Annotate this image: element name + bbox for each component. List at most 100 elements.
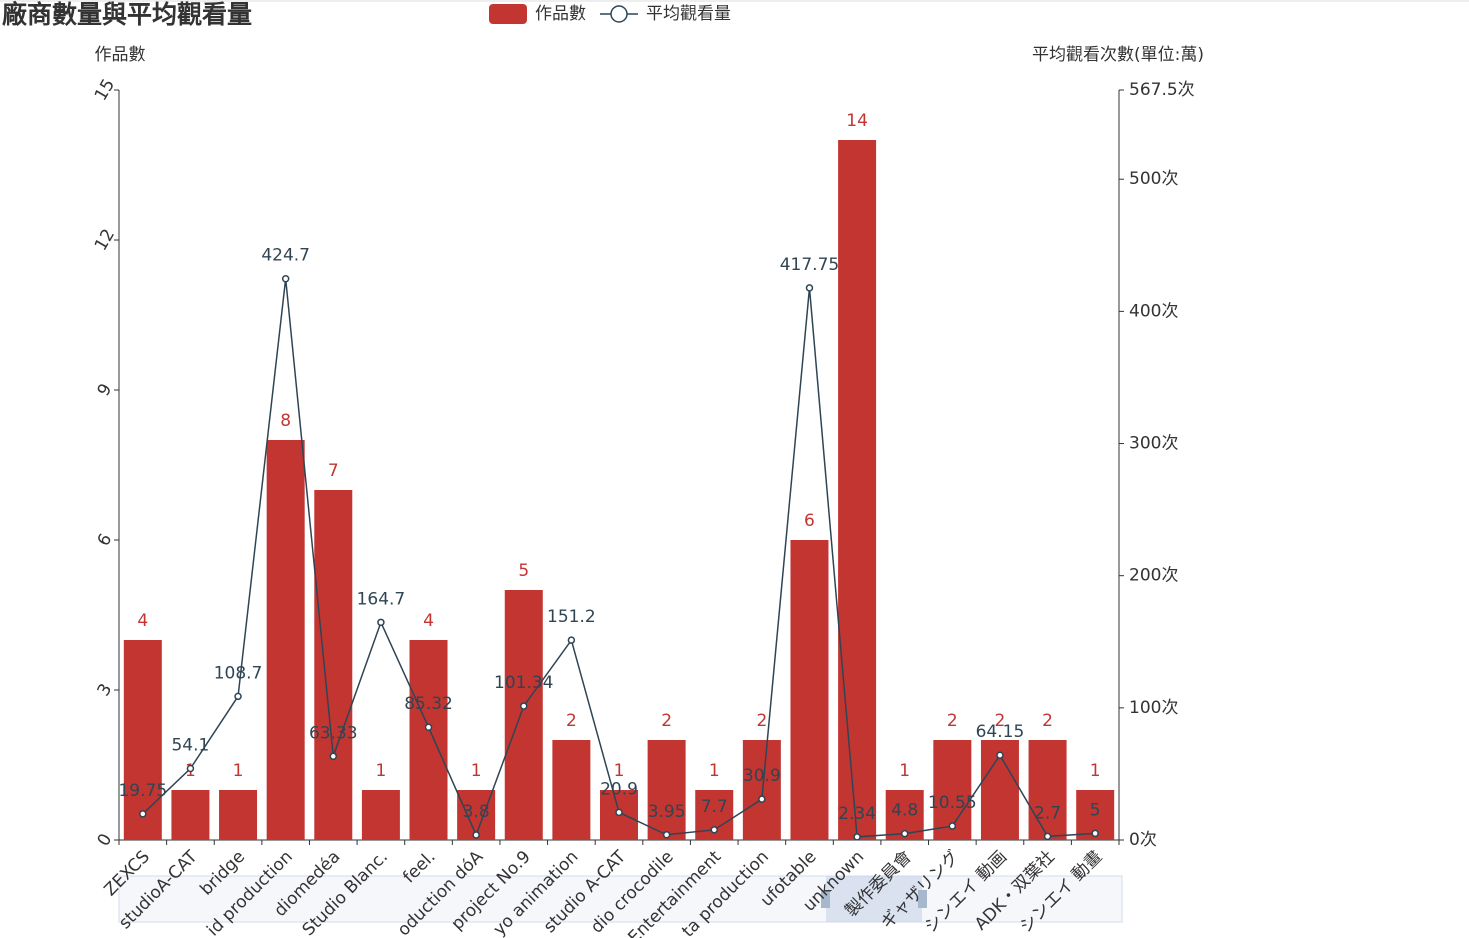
data-zoom[interactable] <box>118 875 1123 923</box>
line-point <box>948 822 957 830</box>
bar <box>552 740 591 840</box>
line-point <box>758 795 766 803</box>
point-label: 3.8 <box>463 802 490 822</box>
bar-label: 8 <box>280 411 291 431</box>
bar-label: 1 <box>471 761 482 781</box>
bar <box>838 140 877 840</box>
y-tick-label: 9 <box>94 380 117 399</box>
point-label: 2.7 <box>1034 803 1061 823</box>
point-label: 20.9 <box>600 779 638 799</box>
point-label: 30.9 <box>743 766 781 786</box>
line-point <box>662 831 671 839</box>
zoom-track <box>118 875 1123 923</box>
bar <box>504 590 543 840</box>
bar-label: 2 <box>995 711 1006 731</box>
bar-label: 1 <box>375 761 386 781</box>
y-tick-label: 12 <box>91 226 119 255</box>
point-label: 3.95 <box>648 802 686 822</box>
y2-tick-label: 0次 <box>1129 830 1157 850</box>
line-point <box>900 829 909 838</box>
bar-label: 1 <box>899 761 910 781</box>
bar <box>790 540 829 840</box>
bar-label: 2 <box>756 711 767 731</box>
point-label: 417.75 <box>780 255 839 275</box>
bar-label: 5 <box>518 561 529 581</box>
bar-label: 2 <box>661 711 672 731</box>
y-tick-label: 15 <box>91 76 119 105</box>
y2-tick-label: 200次 <box>1129 566 1178 586</box>
point-label: 108.7 <box>214 663 263 683</box>
y2-tick-label: 400次 <box>1129 301 1178 321</box>
legend-label: 作品數 <box>535 4 586 24</box>
point-label: 101.34 <box>494 673 553 693</box>
y-axis-label: 作品數 <box>95 45 146 65</box>
line-point <box>329 752 338 761</box>
line-point <box>615 808 623 817</box>
legend-swatch <box>489 4 527 24</box>
y2-tick-label: 500次 <box>1129 169 1178 189</box>
bar <box>219 790 258 840</box>
bar <box>647 740 686 840</box>
bar-label: 6 <box>804 511 815 531</box>
line-point <box>710 826 718 834</box>
legend-item: 平均觀看量 <box>600 4 731 24</box>
point-label: 54.1 <box>171 736 209 756</box>
bar-label: 1 <box>709 761 720 781</box>
line-point <box>805 284 814 292</box>
y2-tick-label: 100次 <box>1129 698 1178 718</box>
y-tick-label: 6 <box>94 530 117 549</box>
bar <box>1028 740 1067 840</box>
point-label: 64.15 <box>976 722 1025 742</box>
bar-label: 4 <box>137 611 148 631</box>
y2-axis-label: 平均觀看次數(單位:萬) <box>1032 45 1204 65</box>
point-label: 424.7 <box>261 246 310 266</box>
chart-title: 廠商數量與平均觀看量 <box>2 0 252 29</box>
bar-label: 1 <box>614 761 625 781</box>
y-tick-label: 3 <box>94 680 117 699</box>
bar <box>266 440 305 840</box>
legend-label: 平均觀看量 <box>646 4 731 24</box>
y2-tick-label: 300次 <box>1129 434 1178 454</box>
line-point <box>424 723 433 731</box>
bar-label: 4 <box>423 611 434 631</box>
y2-tick-label: 567.5次 <box>1129 80 1195 100</box>
point-label: 4.8 <box>891 801 918 821</box>
line-point <box>567 636 576 644</box>
line-point <box>1043 832 1052 841</box>
line-point <box>472 831 480 839</box>
line-point <box>520 702 528 710</box>
point-label: 5 <box>1090 800 1101 820</box>
bar-label: 7 <box>328 461 339 481</box>
point-label: 7.7 <box>701 797 728 817</box>
legend-swatch <box>610 5 628 23</box>
bar-label: 2 <box>566 711 577 731</box>
bar-label: 2 <box>1042 711 1053 731</box>
bar <box>742 740 781 840</box>
point-label: 85.32 <box>404 694 453 714</box>
bar <box>409 640 448 840</box>
point-label: 63.33 <box>309 723 358 743</box>
bar-label: 1 <box>233 761 244 781</box>
bar <box>123 640 162 840</box>
line-point <box>996 751 1004 759</box>
bar-label: 2 <box>947 711 958 731</box>
y-tick-label: 0 <box>94 830 117 849</box>
bar-label: 1 <box>1090 761 1101 781</box>
point-label: 164.7 <box>357 589 406 609</box>
legend: 作品數 平均觀看量 <box>489 4 731 24</box>
line-point <box>281 274 290 283</box>
zoom-handle[interactable] <box>918 890 927 908</box>
bar-label: 14 <box>846 111 868 131</box>
line-point <box>186 764 195 773</box>
line-point <box>234 692 242 701</box>
legend-item: 作品數 <box>489 4 586 24</box>
point-label: 10.55 <box>928 793 977 813</box>
bar <box>171 790 210 840</box>
bar <box>361 790 400 840</box>
bar <box>314 490 353 840</box>
zoom-handle[interactable] <box>821 890 830 908</box>
line-point <box>139 810 147 818</box>
point-label: 19.75 <box>118 781 167 801</box>
point-label: 151.2 <box>547 607 596 627</box>
